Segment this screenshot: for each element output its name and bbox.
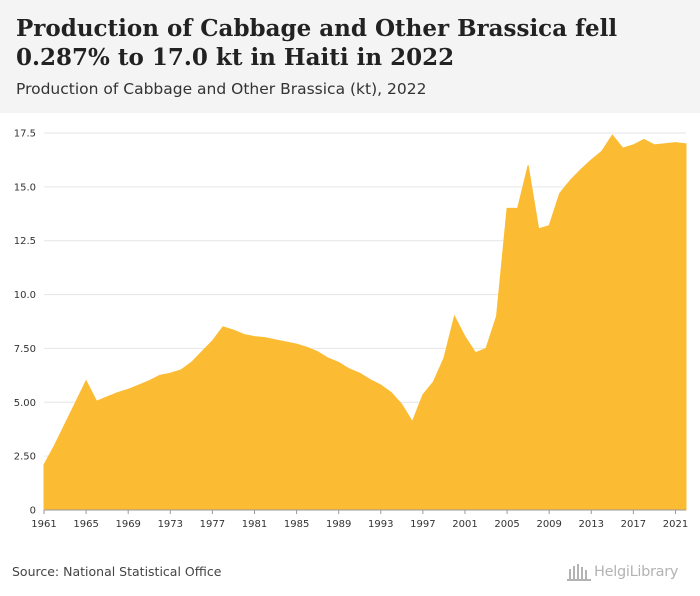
x-tick-label: 2001 [452, 519, 477, 530]
page-title: Production of Cabbage and Other Brassica… [16, 15, 618, 71]
x-tick-label: 1989 [326, 519, 351, 530]
y-tick-label: 0 [30, 506, 36, 517]
x-tick-label: 2013 [579, 519, 604, 530]
y-tick-label: 15.0 [14, 182, 36, 193]
x-tick-label: 1985 [284, 519, 309, 530]
x-tick-label: 2005 [494, 519, 519, 530]
x-tick-label: 1981 [242, 519, 267, 530]
x-tick-label: 1961 [31, 519, 56, 530]
chart-subtitle: Production of Cabbage and Other Brassica… [16, 80, 427, 98]
y-tick-label: 5.00 [14, 398, 36, 409]
x-tick-label: 1969 [115, 519, 140, 530]
area-fill [43, 134, 687, 511]
x-tick-label: 1993 [368, 519, 393, 530]
y-tick-label: 7.50 [14, 344, 36, 355]
y-tick-label: 12.5 [14, 236, 36, 247]
y-tick-label: 17.5 [14, 129, 36, 140]
x-tick-label: 1997 [410, 519, 435, 530]
y-axis-ticks: 0 2.50 5.00 7.50 10.0 12.5 15.0 17.5 [14, 129, 36, 517]
x-tick-label: 2009 [536, 519, 561, 530]
y-tick-label: 10.0 [14, 290, 36, 301]
brand-name: HelgiLibrary [594, 564, 679, 580]
header-band: Production of Cabbage and Other Brassica… [0, 0, 700, 113]
area-series [43, 134, 687, 511]
x-tick-label: 1973 [158, 519, 183, 530]
x-axis-ticks: 1961 1965 1969 1973 1977 1981 1985 1989 1993 1997… [31, 510, 688, 530]
chart-container: 0 2.50 5.00 7.50 10.0 12.5 15.0 17.5 1961 1965 19… [0, 113, 700, 538]
library-building-icon [567, 564, 591, 581]
x-tick-label: 1977 [200, 519, 225, 530]
y-tick-label: 2.50 [14, 452, 36, 463]
x-tick-label: 2017 [621, 519, 646, 530]
x-tick-label: 2021 [663, 519, 688, 530]
brand-logo[interactable]: HelgiLibrary [566, 561, 692, 583]
x-tick-label: 1965 [73, 519, 98, 530]
source-note: Source: National Statistical Office [12, 564, 222, 579]
